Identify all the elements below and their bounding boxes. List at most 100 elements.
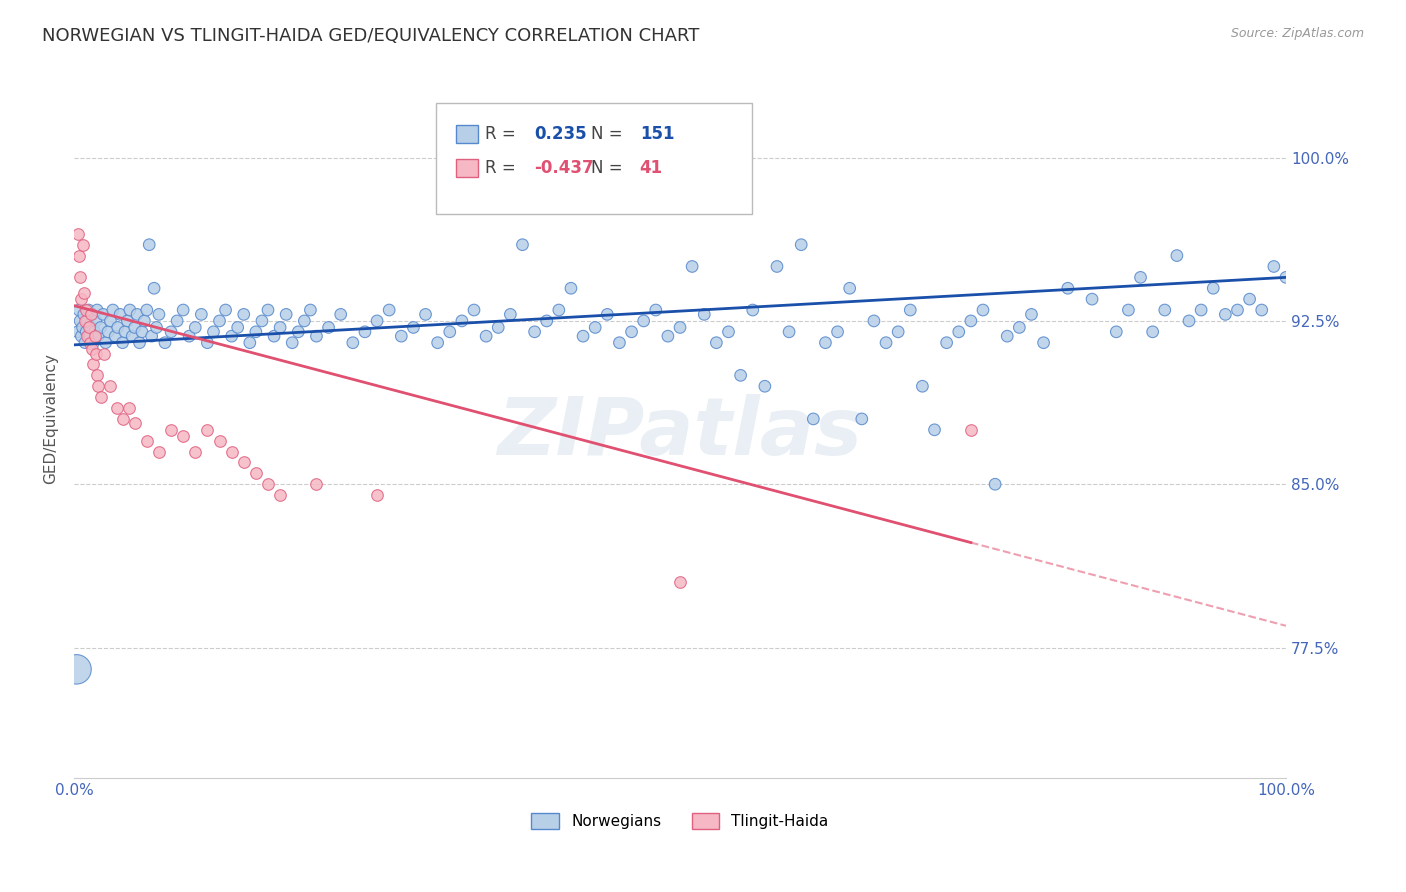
Point [118,303,141,318]
Point [475,329,498,343]
Point [93,346,115,360]
Point [86,368,108,383]
Point [669,320,692,334]
Point [141,329,163,343]
Point [984,477,1007,491]
Point [1202,281,1225,295]
Point [1275,270,1298,285]
Point [84,314,107,328]
Point [287,325,309,339]
Point [153,335,176,350]
Point [1008,320,1031,334]
Point [486,320,509,334]
Point [1250,303,1272,318]
Point [72,320,94,334]
Point [1081,292,1104,306]
Point [124,320,146,334]
Point [269,320,291,334]
Point [75,303,97,318]
Point [172,429,194,443]
Text: R =: R = [485,159,516,177]
Point [657,329,679,343]
Point [1178,314,1201,328]
Point [706,335,728,350]
Point [960,423,983,437]
Point [766,260,789,274]
Point [160,325,183,339]
Point [190,307,212,321]
Point [105,401,128,415]
Point [72,237,94,252]
Point [1032,335,1054,350]
Point [512,237,534,252]
Point [145,320,167,334]
Point [111,412,134,426]
Point [226,320,249,334]
Text: NORWEGIAN VS TLINGIT-HAIDA GED/EQUIVALENCY CORRELATION CHART: NORWEGIAN VS TLINGIT-HAIDA GED/EQUIVALEN… [42,27,700,45]
Point [87,329,110,343]
Point [117,401,139,415]
Point [80,320,103,334]
Point [609,335,631,350]
Point [620,325,643,339]
Point [114,325,136,339]
Point [995,329,1018,343]
Point [239,335,262,350]
Point [77,320,100,334]
Point [131,325,153,339]
Point [197,423,219,437]
Point [90,390,112,404]
Point [299,303,322,318]
Point [960,314,983,328]
Point [276,307,298,321]
Point [814,335,837,350]
Point [73,335,96,350]
Point [166,314,188,328]
Point [1263,260,1285,274]
Point [108,307,131,321]
Point [633,314,655,328]
Point [972,303,994,318]
Point [87,379,110,393]
Point [257,303,280,318]
Point [128,335,150,350]
Point [838,281,860,295]
Point [135,434,157,448]
Point [82,335,104,350]
Point [948,325,970,339]
Point [754,379,776,393]
Point [572,329,595,343]
Point [73,314,96,328]
Text: 41: 41 [640,159,662,177]
Point [801,412,824,426]
Point [402,320,425,334]
Point [67,249,90,263]
Point [172,303,194,318]
Point [82,307,104,321]
Point [75,325,97,339]
Point [439,325,461,339]
Point [197,335,219,350]
Point [1021,307,1043,321]
Point [208,314,231,328]
Point [644,303,666,318]
Point [887,325,910,339]
Point [924,423,946,437]
Point [269,488,291,502]
Point [86,303,108,318]
Point [160,423,183,437]
Point [547,303,569,318]
Point [90,320,112,334]
Point [134,314,156,328]
Point [148,307,170,321]
Point [69,314,91,328]
Point [426,335,449,350]
Point [184,444,207,458]
Point [104,329,127,343]
Point [717,325,740,339]
Point [778,325,800,339]
Point [111,335,134,350]
Point [730,368,752,383]
Point [84,346,107,360]
Point [827,325,849,339]
